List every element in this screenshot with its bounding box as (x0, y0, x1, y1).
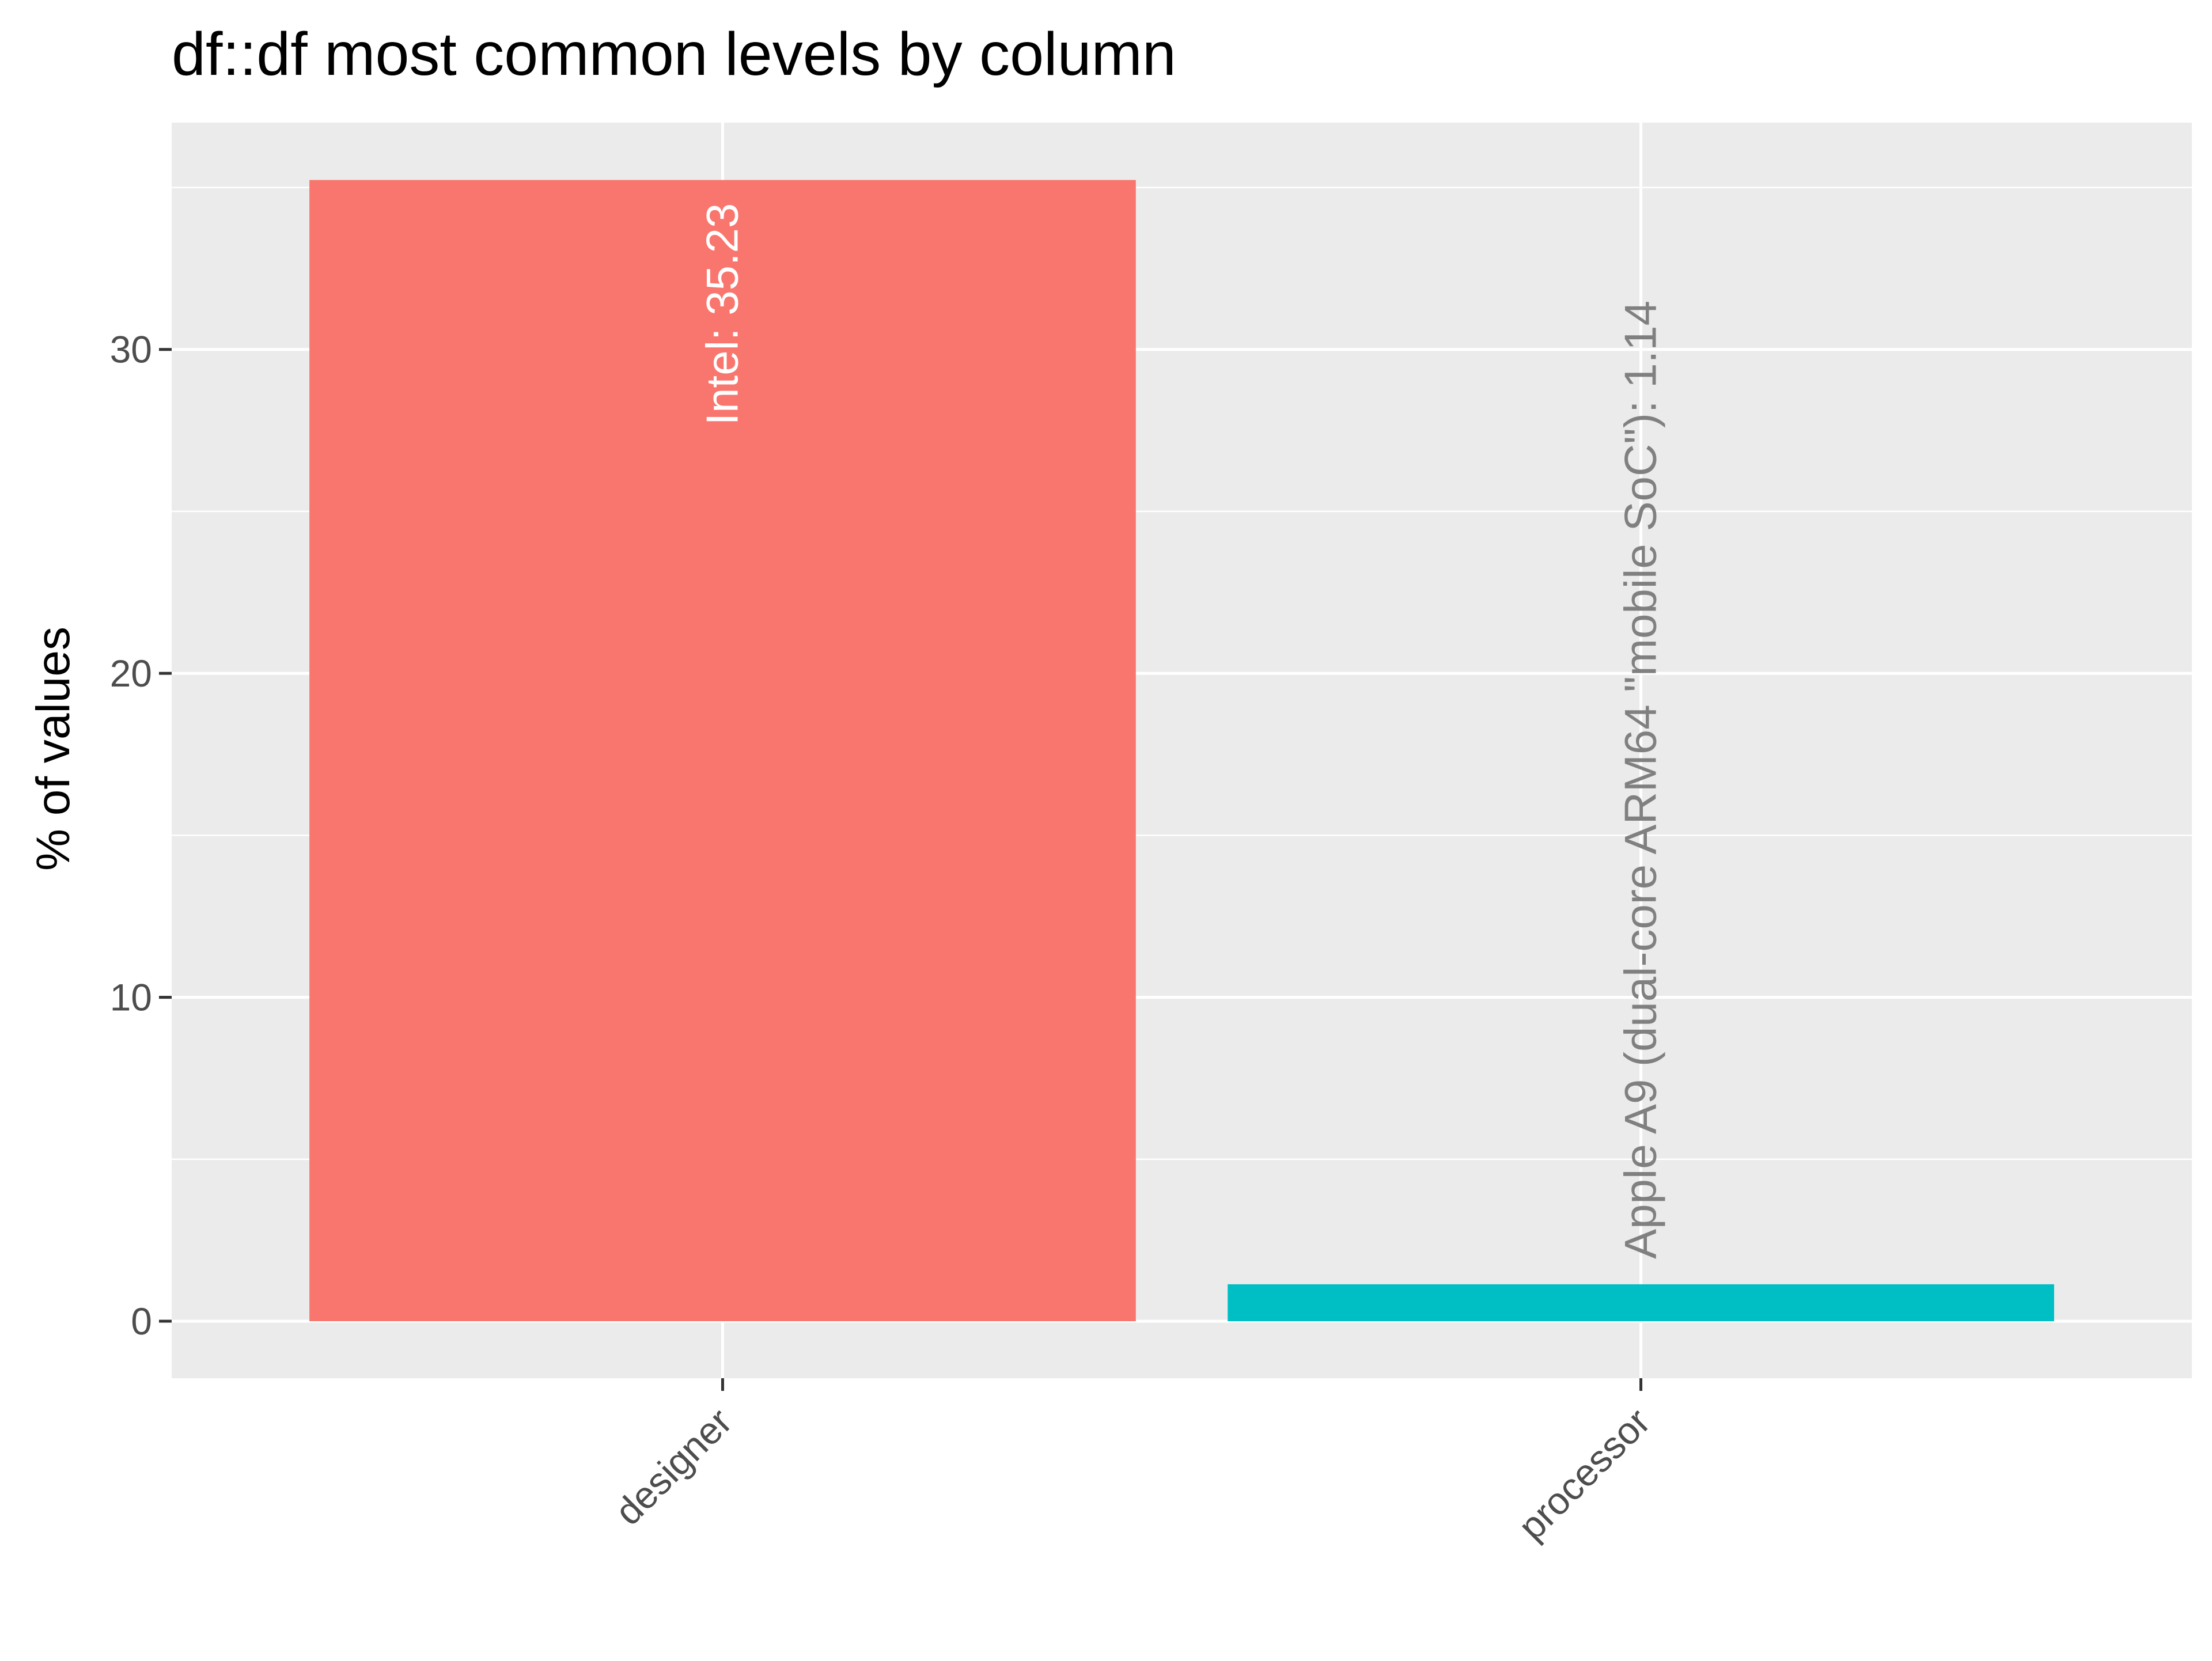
bar-label-processor: Apple A9 (dual-core ARM64 "mobile SoC"):… (1615, 301, 1666, 1259)
y-tick-label: 0 (131, 1300, 152, 1343)
bar-designer (309, 180, 1136, 1322)
bar-labels: Intel: 35.23 Apple A9 (dual-core ARM64 "m… (696, 203, 1665, 1259)
y-axis: 0 10 20 30 (110, 328, 172, 1343)
y-tick-label: 10 (110, 976, 152, 1019)
chart-title: df::df most common levels by column (172, 20, 1176, 88)
y-tick-label: 20 (110, 652, 152, 695)
bar-processor (1228, 1284, 2054, 1322)
bars (309, 180, 2054, 1322)
y-tick-label: 30 (110, 328, 152, 371)
bar-label-designer: Intel: 35.23 (696, 203, 747, 426)
y-axis-title: % of values (27, 627, 79, 871)
